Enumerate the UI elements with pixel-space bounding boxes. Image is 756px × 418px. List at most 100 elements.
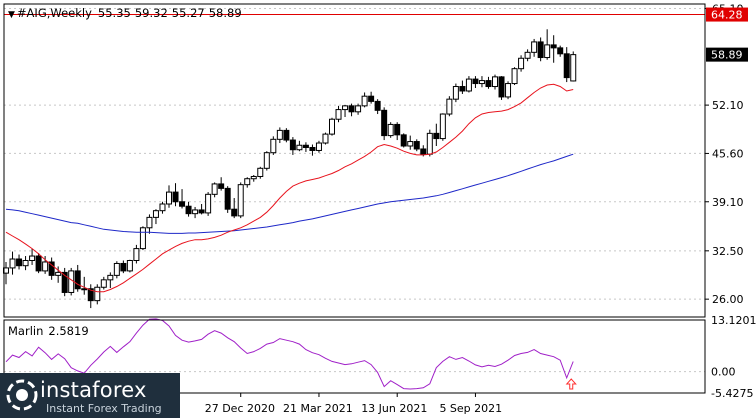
chart-header: ▼ #AIG,Weekly 55.35 59.32 55.27 58.89 — [8, 6, 242, 20]
moving-average-slow — [5, 153, 574, 234]
candle-body — [302, 144, 309, 148]
candle-body — [485, 80, 492, 88]
candle-body — [511, 68, 518, 85]
candle-body — [113, 262, 120, 276]
price-panel-frame — [3, 3, 706, 318]
candle-body — [478, 80, 485, 85]
candle-body — [426, 132, 433, 155]
candle-body — [296, 144, 303, 151]
candle-body — [270, 138, 277, 154]
candle-body — [263, 152, 270, 169]
time-tick-label: 21 Mar 2021 — [283, 402, 353, 415]
candle-body — [159, 203, 166, 212]
indicator-title: Marlin 2.5819 — [8, 324, 89, 338]
high-value: 59.32 — [135, 6, 168, 20]
price-tick-label: 32.50 — [712, 245, 744, 258]
indicator-value: 2.5819 — [48, 324, 88, 338]
candle-body — [172, 191, 179, 203]
candle-body — [22, 259, 29, 267]
candle-body — [107, 274, 114, 281]
price-grid — [4, 7, 705, 300]
marlin-line — [5, 318, 574, 390]
candle-body — [283, 129, 290, 141]
candle-body — [48, 261, 55, 276]
arrow-shape — [565, 378, 577, 390]
candle-body — [205, 193, 212, 214]
time-tick-label: 27 Dec 2020 — [205, 402, 275, 415]
candle-body — [492, 76, 498, 88]
candle-body — [250, 175, 257, 180]
open-value: 55.35 — [98, 6, 131, 20]
chart-frames — [3, 3, 706, 394]
candle-body — [407, 141, 414, 147]
candle-body — [61, 271, 68, 293]
candle-body — [126, 259, 133, 272]
price-tick-label: 45.60 — [712, 147, 744, 160]
candle-body — [276, 129, 283, 140]
instaforex-logo-icon — [6, 379, 38, 411]
candle-body — [9, 258, 16, 269]
indicator-tick-label: 13.1201 — [711, 314, 756, 327]
candle-body — [192, 209, 199, 215]
candle-body — [348, 105, 355, 113]
candle-body — [139, 227, 146, 250]
candle-body — [335, 109, 342, 120]
indicator-panel-frame — [3, 319, 706, 394]
candle-body — [289, 139, 296, 151]
candle-body — [433, 132, 440, 140]
current-price-label: 58.89 — [711, 49, 743, 62]
candle-body — [224, 187, 231, 210]
candle-body — [531, 41, 538, 53]
candle-body — [498, 76, 505, 98]
candle-body — [133, 248, 140, 261]
candle-body — [211, 183, 218, 195]
time-tick-label: 5 Sep 2021 — [439, 402, 502, 415]
candle-body — [185, 205, 192, 215]
candle-body — [472, 78, 479, 85]
candle-body — [87, 288, 94, 302]
watermark-logo: instaforex Instant Forex Trading — [0, 373, 180, 418]
candle-body — [439, 113, 446, 140]
candle-body — [524, 51, 531, 59]
candle-body — [400, 134, 407, 147]
up-arrow-icon — [565, 378, 577, 390]
candle-body — [446, 98, 453, 115]
candle-body — [231, 208, 238, 217]
watermark-brand: instaforex — [40, 378, 147, 402]
price-tick-label: 39.10 — [712, 196, 744, 209]
candle-body — [35, 255, 42, 272]
indicator-tick-label: -5.4275 — [711, 387, 753, 400]
candle-body — [146, 216, 153, 229]
price-tick-label: 52.10 — [712, 99, 744, 112]
candle-body — [420, 148, 427, 155]
candle-body — [374, 100, 381, 111]
indicator-tick-label: 0.00 — [711, 366, 736, 379]
candle-body — [557, 47, 564, 55]
candle-body — [413, 141, 420, 150]
candle-body — [179, 201, 186, 207]
candle-body — [570, 54, 577, 82]
indicator-name: Marlin — [8, 324, 43, 338]
moving-average-fast — [5, 83, 574, 293]
candle-body — [218, 183, 225, 189]
candle-body — [550, 44, 557, 49]
candle-body — [29, 255, 36, 261]
symbol-label: #AIG,Weekly — [17, 6, 92, 20]
axis-price-labels: 64.28 58.89 — [706, 7, 748, 62]
candle-body — [198, 209, 205, 214]
candle-body — [244, 178, 251, 186]
close-value: 58.89 — [209, 6, 242, 20]
candle-body — [100, 279, 107, 288]
candle-body — [120, 262, 127, 272]
price-tick-label: 26.00 — [712, 293, 744, 306]
candles — [3, 29, 577, 309]
current-price-label-bg — [706, 47, 748, 62]
candle-body — [309, 146, 316, 151]
candle-body — [342, 105, 349, 111]
candle-body — [42, 261, 49, 272]
candle-body — [459, 86, 466, 92]
time-axis: 27 Dec 2020 21 Mar 2021 13 Jun 2021 5 Sep 2… — [205, 393, 502, 415]
candle-body — [315, 142, 322, 151]
